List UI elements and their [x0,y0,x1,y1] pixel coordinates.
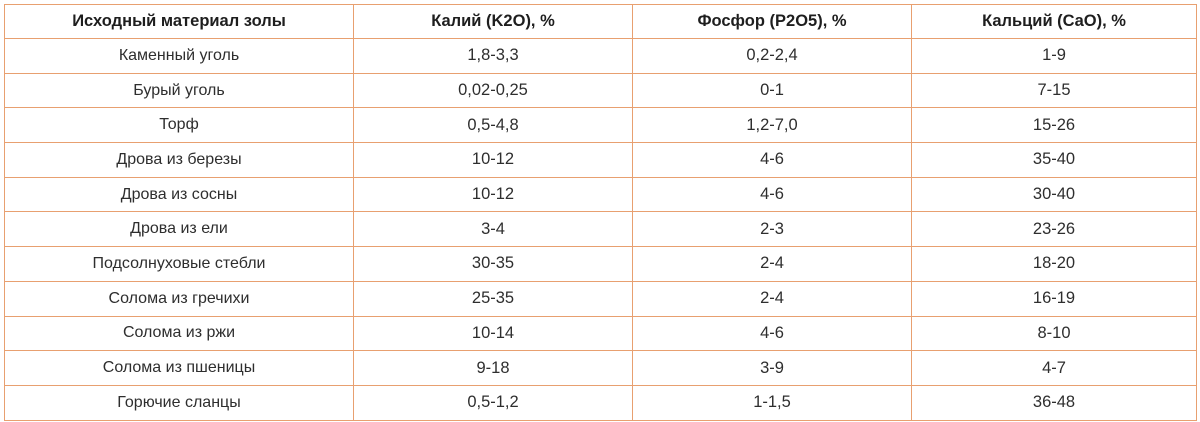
material-cell: Солома из гречихи [4,280,354,317]
potassium-cell: 0,5-1,2 [353,384,633,421]
table-body: Каменный уголь 1,8-3,3 0,2-2,4 1-9 Бурый… [4,38,1197,421]
calcium-cell: 4-7 [911,350,1197,386]
calcium-cell: 36-48 [911,384,1197,421]
table-row: Подсолнуховые стебли 30-35 2-4 18-20 [4,246,1197,282]
phosphorus-cell: 2-4 [632,280,912,317]
header-row: Исходный материал золы Калий (K2O), % Фо… [4,4,1197,39]
material-cell: Дрова из березы [4,142,354,178]
calcium-cell: 35-40 [911,142,1197,178]
material-cell: Солома из пшеницы [4,350,354,386]
calcium-cell: 23-26 [911,211,1197,248]
calcium-cell: 7-15 [911,72,1197,109]
calcium-cell: 1-9 [911,38,1197,74]
table-row: Дрова из ели 3-4 2-3 23-26 [4,211,1197,248]
calcium-cell: 8-10 [911,315,1197,352]
calcium-cell: 18-20 [911,246,1197,282]
phosphorus-cell: 1,2-7,0 [632,107,912,144]
table-row: Каменный уголь 1,8-3,3 0,2-2,4 1-9 [4,38,1197,74]
phosphorus-cell: 2-3 [632,211,912,248]
potassium-cell: 25-35 [353,280,633,317]
table-row: Солома из гречихи 25-35 2-4 16-19 [4,280,1197,317]
phosphorus-cell: 0-1 [632,72,912,109]
material-cell: Горючие сланцы [4,384,354,421]
phosphorus-cell: 4-6 [632,315,912,352]
table-row: Дрова из березы 10-12 4-6 35-40 [4,142,1197,178]
calcium-cell: 15-26 [911,107,1197,144]
calcium-cell: 30-40 [911,176,1197,213]
material-cell: Солома из ржи [4,315,354,352]
phosphorus-cell: 0,2-2,4 [632,38,912,74]
potassium-cell: 0,5-4,8 [353,107,633,144]
material-cell: Дрова из сосны [4,176,354,213]
material-cell: Подсолнуховые стебли [4,246,354,282]
potassium-cell: 1,8-3,3 [353,38,633,74]
potassium-cell: 30-35 [353,246,633,282]
material-cell: Дрова из ели [4,211,354,248]
phosphorus-cell: 4-6 [632,176,912,213]
phosphorus-cell: 2-4 [632,246,912,282]
material-cell: Бурый уголь [4,72,354,109]
table-row: Бурый уголь 0,02-0,25 0-1 7-15 [4,72,1197,109]
phosphorus-cell: 3-9 [632,350,912,386]
material-cell: Торф [4,107,354,144]
phosphorus-cell: 4-6 [632,142,912,178]
table-row: Солома из пшеницы 9-18 3-9 4-7 [4,350,1197,386]
table-row: Горючие сланцы 0,5-1,2 1-1,5 36-48 [4,384,1197,421]
table-row: Солома из ржи 10-14 4-6 8-10 [4,315,1197,352]
header-phosphorus: Фосфор (P2O5), % [632,4,912,39]
potassium-cell: 9-18 [353,350,633,386]
header-material: Исходный материал золы [4,4,354,39]
material-cell: Каменный уголь [4,38,354,74]
potassium-cell: 0,02-0,25 [353,72,633,109]
phosphorus-cell: 1-1,5 [632,384,912,421]
potassium-cell: 10-12 [353,142,633,178]
header-calcium: Кальций (CaO), % [911,4,1197,39]
potassium-cell: 3-4 [353,211,633,248]
table-header: Исходный материал золы Калий (K2O), % Фо… [4,4,1197,39]
potassium-cell: 10-12 [353,176,633,213]
ash-composition-table: Исходный материал золы Калий (K2O), % Фо… [4,4,1197,421]
header-potassium: Калий (K2O), % [353,4,633,39]
table-row: Дрова из сосны 10-12 4-6 30-40 [4,176,1197,213]
calcium-cell: 16-19 [911,280,1197,317]
potassium-cell: 10-14 [353,315,633,352]
table-row: Торф 0,5-4,8 1,2-7,0 15-26 [4,107,1197,144]
